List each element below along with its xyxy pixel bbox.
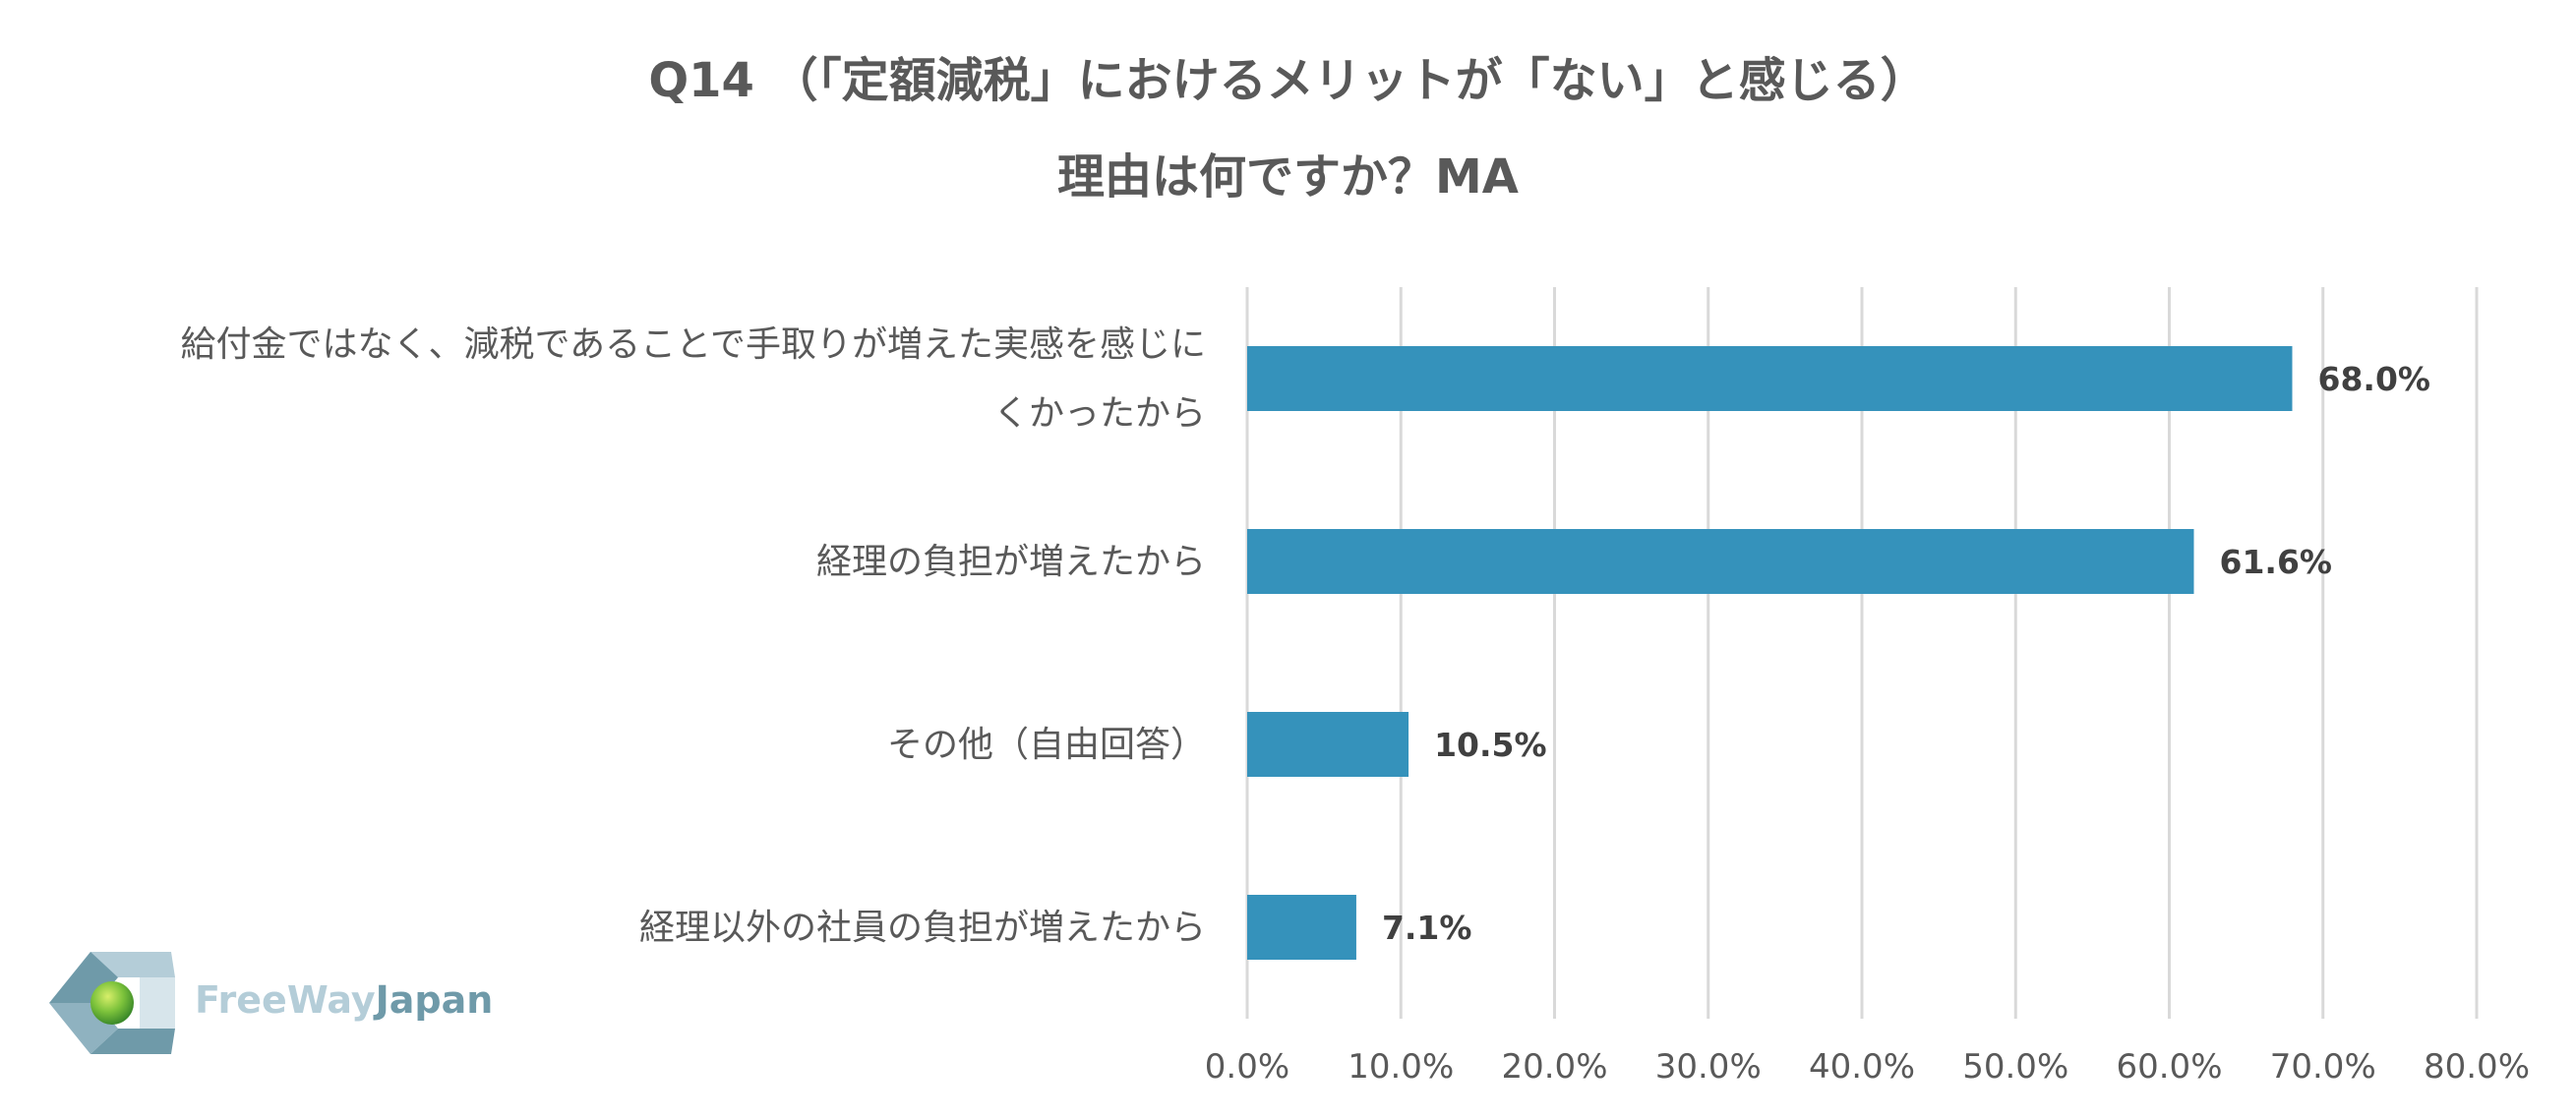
x-tick-label: 70.0% — [2270, 1047, 2376, 1087]
x-tick-label: 40.0% — [1809, 1047, 1915, 1087]
logo-text: FreeWayJapan — [195, 981, 493, 1019]
bars — [1247, 346, 2293, 960]
bar — [1247, 529, 2194, 594]
x-tick-label: 50.0% — [1962, 1047, 2068, 1087]
bar — [1247, 712, 1409, 777]
x-tick-label: 10.0% — [1348, 1047, 1454, 1087]
data-label: 7.1% — [1382, 909, 1472, 947]
chart-title-line-2: 理由は何ですか？MA — [1057, 149, 1519, 205]
data-label: 61.6% — [2220, 543, 2333, 581]
data-label: 10.5% — [1434, 726, 1547, 764]
freewayjapan-logo: FreeWayJapan — [49, 952, 493, 1060]
category-label: 経理の負担が増えたから — [816, 542, 1206, 582]
x-tick-label: 80.0% — [2424, 1047, 2530, 1087]
data-label: 68.0% — [2318, 360, 2431, 398]
x-tick-label: 30.0% — [1655, 1047, 1762, 1087]
labels: 0.0% 10.0% 20.0% 30.0% 40.0% 50.0% 60.0% 70.0% 8… — [180, 324, 2530, 1087]
logo-text-japan: Japan — [375, 978, 494, 1022]
category-label: くかったから — [993, 393, 1206, 434]
chart-title-line-1: Q14 （「定額減税」におけるメリットが「ない」と感じる） — [648, 53, 1928, 108]
category-label: その他（自由回答） — [887, 725, 1206, 765]
x-tick-label: 60.0% — [2116, 1047, 2222, 1087]
category-label: 経理以外の社員の負担が増えたから — [639, 908, 1206, 948]
category-label: 給付金ではなく、減税であることで手取りが増えた実感を感じに — [180, 324, 1206, 365]
logo-text-freeway: FreeWay — [195, 978, 376, 1022]
bar — [1247, 895, 1356, 960]
x-tick-label: 0.0% — [1205, 1047, 1289, 1087]
logo-mark-icon — [49, 952, 175, 1054]
bar — [1247, 346, 2293, 411]
x-tick-label: 20.0% — [1501, 1047, 1607, 1087]
